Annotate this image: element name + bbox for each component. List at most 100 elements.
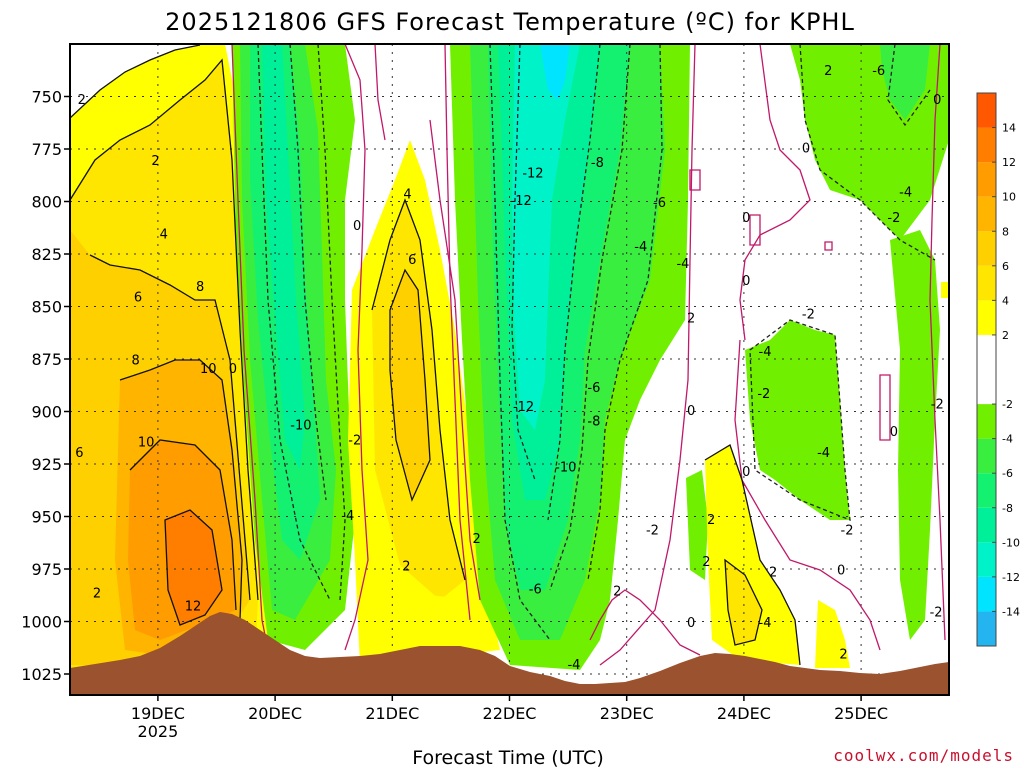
warm-fill-2-f [815, 600, 850, 668]
contour-label: -6 [653, 196, 666, 211]
contour-label: -2 [931, 398, 944, 413]
y-tick-label: 875 [31, 350, 62, 369]
colorbar-swatch [977, 334, 996, 405]
colorbar-swatch [977, 93, 996, 128]
neg-contour [887, 44, 931, 127]
colorbar-swatch [977, 127, 996, 163]
contour-label: -6 [587, 381, 600, 396]
colorbar-swatch [977, 611, 996, 646]
contour-label: 2 [702, 555, 710, 570]
y-tick-label: 750 [31, 88, 62, 107]
y-tick-label: 850 [31, 298, 62, 317]
y-tick-label: 1000 [21, 613, 62, 632]
neg-contour [289, 44, 327, 501]
contour-label: 0 [890, 425, 898, 440]
zero-contour [599, 44, 696, 666]
contour-label: -2 [887, 211, 900, 226]
colorbar-swatch [977, 196, 996, 232]
colorbar: -14 -12 -10 -8 -6 -4 -2 2 4 6 8 10 12 14 [976, 92, 1020, 647]
warm-fill-2-g [941, 282, 949, 298]
colorbar-label: -10 [1002, 536, 1020, 549]
cold-fill-6-c [880, 44, 930, 120]
zero-contour [689, 169, 891, 441]
contour-label: -4 [341, 509, 354, 524]
y-tick-label: 775 [31, 140, 62, 159]
y-tick-label: 800 [31, 193, 62, 212]
contour-label: 10 [200, 362, 217, 377]
colorbar-swatch [977, 300, 996, 335]
pos-contour [70, 44, 201, 119]
contour-label: -12 [522, 167, 543, 182]
contour-label: 0 [229, 362, 237, 377]
colorbar-swatch [977, 507, 996, 543]
colorbar-label: 2 [1002, 329, 1009, 342]
plot-area: 2 2 2 4 6 6 8 8 10 10 12 0 -10 0 -2 -4 4 6 2 2 -12 -12 -8 -6 -4 -… [70, 44, 949, 695]
contour-label: 6 [408, 253, 416, 268]
x-tick-label: 25DEC [834, 704, 888, 723]
pos-contour [119, 359, 243, 621]
contour-label: 10 [138, 436, 155, 451]
pos-contour [164, 509, 223, 626]
pos-contour [389, 268, 431, 502]
x-tick-label: 21DEC [365, 704, 419, 723]
colorbar-label: 4 [1002, 294, 1009, 307]
contour-label: -2 [930, 606, 943, 621]
y-tick-label: 900 [31, 403, 62, 422]
pos-contour [704, 444, 801, 666]
contour-label: 8 [131, 354, 139, 369]
colorbar-frame [976, 92, 997, 647]
pos-contour [371, 198, 466, 581]
credit-text: coolwx.com/models [833, 746, 1014, 765]
contour-label: 4 [160, 228, 168, 243]
warm-fill-4-e [725, 560, 762, 645]
contour-label: -6 [872, 64, 885, 79]
colorbar-label: 14 [1002, 122, 1016, 135]
contour-label: -6 [529, 583, 542, 598]
contour-label: 2 [707, 513, 715, 528]
contour-label: 0 [353, 219, 361, 234]
y-tick-label: 950 [31, 508, 62, 527]
x-tick-sublabel: 2025 [138, 722, 179, 741]
contour-label: 2 [93, 587, 101, 602]
ground-surface [70, 612, 949, 695]
contour-label: -10 [290, 419, 311, 434]
zero-contour [929, 44, 946, 641]
colorbar-swatch [977, 265, 996, 301]
contour-label: -2 [646, 524, 659, 539]
pos-contour [724, 558, 763, 646]
contour-label: -4 [817, 446, 830, 461]
neg-contour [587, 44, 663, 581]
colorbar-label: 10 [1002, 191, 1016, 204]
colorbar-swatch [977, 404, 996, 439]
pos-contour [70, 58, 259, 601]
colorbar-label: 8 [1002, 225, 1009, 238]
contour-label: -4 [759, 616, 772, 631]
colorbar-swatch [977, 162, 996, 197]
contour-label: -4 [759, 345, 772, 360]
neg-contour [549, 44, 631, 591]
warm-fill-12 [165, 510, 222, 625]
contour-label: 6 [134, 291, 142, 306]
neg-contour [317, 44, 346, 601]
cold-fill-12-b [512, 44, 580, 430]
y-tick-label: 1025 [21, 665, 62, 684]
contour-label: -4 [899, 186, 912, 201]
x-tick-label: 19DEC [131, 704, 185, 723]
contour-label: -12 [511, 194, 532, 209]
contour-label: 0 [742, 465, 750, 480]
cold-fill-4-f [686, 470, 708, 580]
colorbar-swatch [977, 473, 996, 508]
colorbar-label: -2 [1002, 398, 1013, 411]
contour-label: 0 [742, 274, 750, 289]
contour-label: 2 [402, 559, 410, 574]
contour-label: 4 [403, 188, 411, 203]
contour-label: -2 [841, 524, 854, 539]
contour-label: 2 [839, 648, 847, 663]
colorbar-swatch [977, 231, 996, 266]
x-axis-label: Forecast Time (UTC) [412, 747, 603, 768]
contour-label: 8 [196, 280, 204, 295]
cold-fill-14-b [540, 44, 570, 100]
colorbar-label: -8 [1002, 502, 1013, 515]
